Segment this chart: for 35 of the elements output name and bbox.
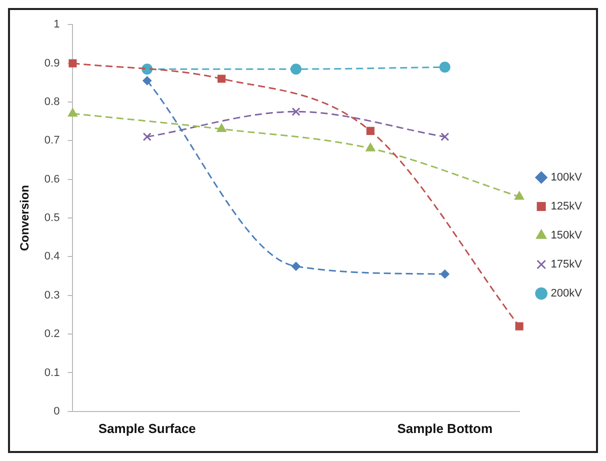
y-tick-label: 0.1 bbox=[44, 366, 60, 379]
legend-label: 175kV bbox=[550, 258, 583, 271]
point bbox=[216, 124, 226, 132]
legend-label: 200kV bbox=[550, 288, 583, 300]
point bbox=[68, 59, 77, 68]
point bbox=[514, 191, 524, 200]
y-tick-label: 0.2 bbox=[44, 328, 60, 340]
point bbox=[440, 270, 450, 279]
x-tick-label: Sample Surface bbox=[98, 420, 196, 436]
y-tick-label: 0.7 bbox=[44, 134, 60, 147]
point bbox=[439, 62, 450, 73]
y-tick-label: 0.3 bbox=[44, 289, 60, 302]
point bbox=[440, 132, 450, 142]
y-tick-label: 0.6 bbox=[44, 173, 60, 186]
point bbox=[290, 64, 302, 75]
y-tick-label: 1 bbox=[54, 18, 60, 31]
y-tick-label: 0.8 bbox=[44, 96, 60, 108]
point bbox=[142, 132, 152, 142]
point bbox=[292, 107, 300, 116]
point bbox=[68, 108, 78, 117]
point bbox=[366, 126, 374, 136]
y-tick-label: 0.5 bbox=[44, 212, 60, 224]
y-axis-title: Conversion bbox=[18, 184, 32, 252]
y-tick-label: 0 bbox=[54, 405, 60, 418]
legend-label: 150kV bbox=[550, 230, 583, 242]
x-tick-label: Sample Bottom bbox=[397, 420, 493, 436]
point bbox=[366, 142, 376, 152]
point bbox=[218, 74, 226, 83]
legend-label: 100kV bbox=[550, 172, 583, 184]
y-tick-label: 0.9 bbox=[44, 57, 60, 70]
y-tick-label: 0.4 bbox=[44, 250, 60, 263]
legend-label: 125kV bbox=[550, 200, 583, 213]
point bbox=[292, 262, 300, 271]
point bbox=[142, 76, 152, 86]
point bbox=[515, 322, 524, 330]
